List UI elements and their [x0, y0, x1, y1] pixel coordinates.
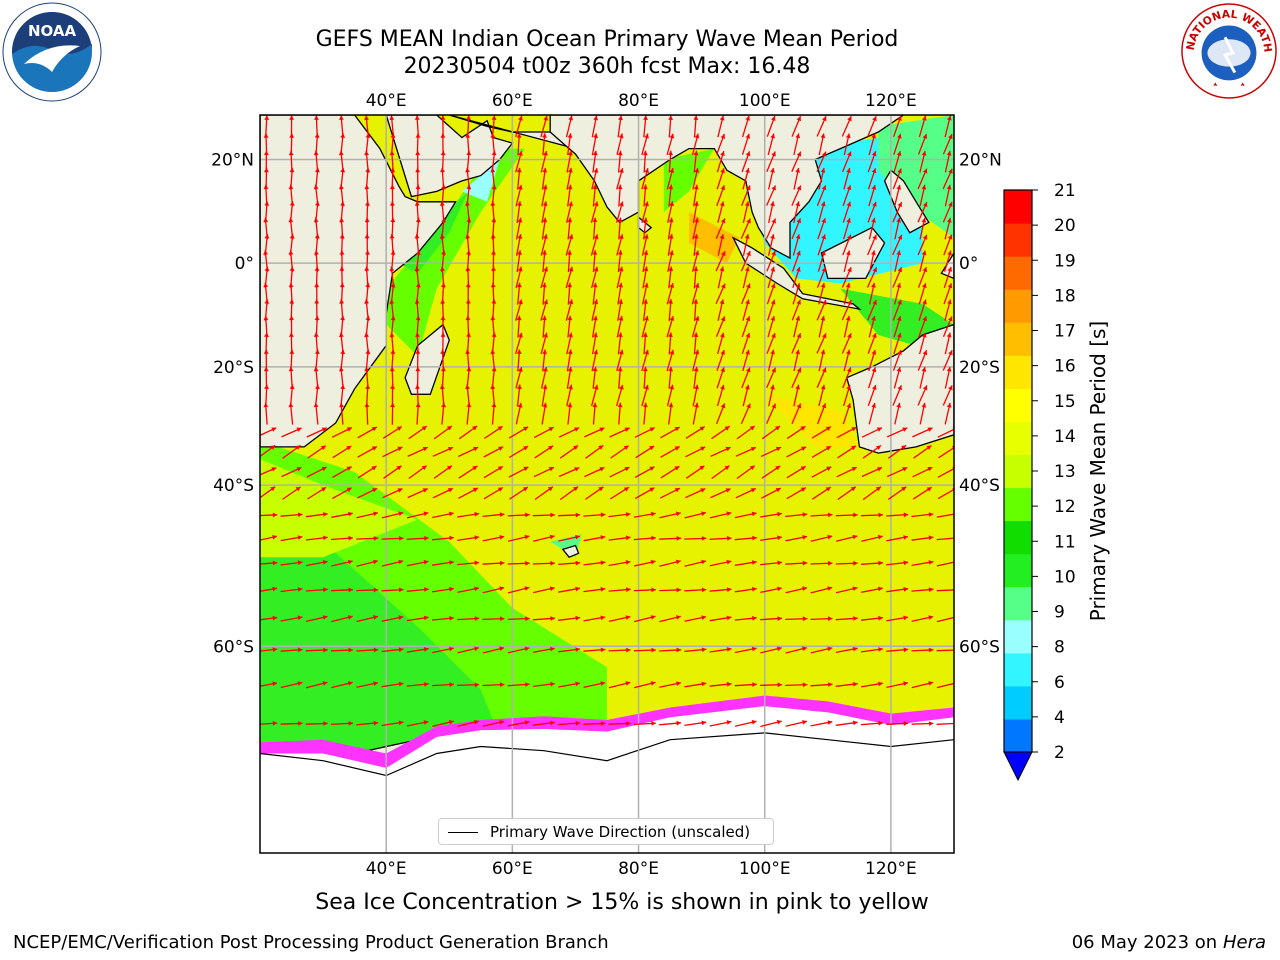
colorbar-segment — [1004, 520, 1032, 555]
date-label: 06 May 2023 on — [1071, 932, 1218, 953]
lat-label-right: 40°S — [959, 476, 1000, 496]
colorbar: 2 4 6 8 9 10 11 12 13 14 15 16 17 18 19 20 21 Primary Wav… — [1003, 181, 1110, 782]
map-legend: Primary Wave Direction (unscaled) — [438, 818, 774, 845]
lon-label-top: 40°E — [366, 91, 407, 111]
colorbar-segment — [1004, 256, 1032, 290]
date-text: 06 May 2023 on Hera — [1072, 932, 1266, 953]
lat-label-left: 40°S — [213, 476, 254, 496]
colorbar-tick-label: 8 — [1054, 638, 1065, 658]
colorbar-segment — [1004, 355, 1032, 389]
colorbar-tick-label: 17 — [1054, 322, 1076, 342]
graticule — [260, 115, 954, 853]
colorbar-segment — [1004, 223, 1032, 257]
colorbar-tick-label: 10 — [1054, 567, 1076, 587]
colorbar-segment — [1004, 190, 1032, 224]
sea-ice-note-text: Sea Ice Concentration > 15% is shown in … — [315, 890, 929, 915]
colorbar-tick-label: 14 — [1054, 427, 1076, 447]
colorbar-title: Primary Wave Mean Period [s] — [1086, 321, 1110, 622]
lon-label-top: 80°E — [618, 91, 659, 111]
colorbar-tick-label: 6 — [1054, 673, 1065, 693]
colorbar-tick-label: 16 — [1054, 357, 1076, 377]
colorbar-tick-label: 11 — [1054, 532, 1076, 552]
colorbar-tick-label: 2 — [1054, 743, 1065, 763]
colorbar-tick-label: 13 — [1054, 462, 1076, 482]
colorbar-segment — [1004, 619, 1032, 654]
lat-label-right: 0° — [959, 254, 978, 274]
colorbar-segment — [1004, 421, 1032, 455]
colorbar-segment — [1004, 652, 1032, 687]
lon-label-top: 60°E — [492, 91, 533, 111]
colorbar-tick-label: 18 — [1054, 286, 1076, 306]
machine-name: Hera — [1222, 932, 1266, 953]
lon-label-bottom: 120°E — [865, 859, 917, 879]
map-subtitle: 20230504 t00z 360h fcst Max: 16.48 — [403, 54, 811, 79]
colorbar-tick-label: 15 — [1054, 392, 1076, 412]
colorbar-segment — [1004, 322, 1032, 356]
noaa-logo-text: NOAA — [28, 22, 77, 40]
credit-text: NCEP/EMC/Verification Post Processing Pr… — [13, 932, 609, 953]
colorbar-segment — [1004, 454, 1032, 489]
nws-logo-icon: NATIONAL WEATHER SERVICE — [1180, 2, 1277, 99]
plot-frame — [259, 114, 955, 854]
colorbar-segment — [1004, 487, 1032, 522]
noaa-logo-icon: NOAA — [2, 2, 102, 102]
map-title: GEFS MEAN Indian Ocean Primary Wave Mean… — [315, 27, 899, 52]
lat-label-right: 60°S — [959, 637, 1000, 657]
lon-label-top: 120°E — [865, 91, 917, 111]
lat-label-right: 20°N — [959, 151, 1002, 171]
lon-label-bottom: 40°E — [366, 859, 407, 879]
colorbar-tick-label: 21 — [1054, 181, 1076, 201]
lon-label-bottom: 60°E — [492, 859, 533, 879]
colorbar-under-arrow — [1003, 751, 1033, 782]
colorbar-tick-label: 4 — [1054, 708, 1065, 728]
colorbar-tick-label: 20 — [1054, 216, 1076, 236]
lat-label-right: 20°S — [959, 358, 1000, 378]
axis-labels: 40°E 40°E 60°E 60°E 80°E 80°E 100°E 100°E 120°E 1… — [211, 91, 1002, 879]
sea-ice-band — [260, 695, 954, 853]
sea-ice-note: Sea Ice Concentration > 15% is shown in … — [0, 890, 1280, 915]
lon-label-bottom: 80°E — [618, 859, 659, 879]
colorbar-segment — [1004, 586, 1032, 621]
colorbar-segment — [1004, 553, 1032, 588]
colorbar-segment — [1004, 718, 1032, 753]
colorbar-segment — [1004, 685, 1032, 720]
lat-label-left: 0° — [235, 254, 254, 274]
wave-direction-arrows — [260, 115, 954, 728]
lon-label-bottom: 100°E — [739, 859, 791, 879]
lat-label-left: 60°S — [213, 637, 254, 657]
colorbar-tick-label: 12 — [1054, 497, 1076, 517]
colorbar-segment — [1004, 289, 1032, 323]
lon-label-top: 100°E — [739, 91, 791, 111]
legend-label: Primary Wave Direction (unscaled) — [490, 823, 751, 841]
lat-label-left: 20°N — [211, 151, 254, 171]
legend-line-swatch — [448, 832, 478, 833]
colorbar-tick-label: 9 — [1054, 603, 1065, 623]
colorbar-tick-label: 19 — [1054, 251, 1076, 271]
lat-label-left: 20°S — [213, 358, 254, 378]
colorbar-segment — [1004, 388, 1032, 422]
